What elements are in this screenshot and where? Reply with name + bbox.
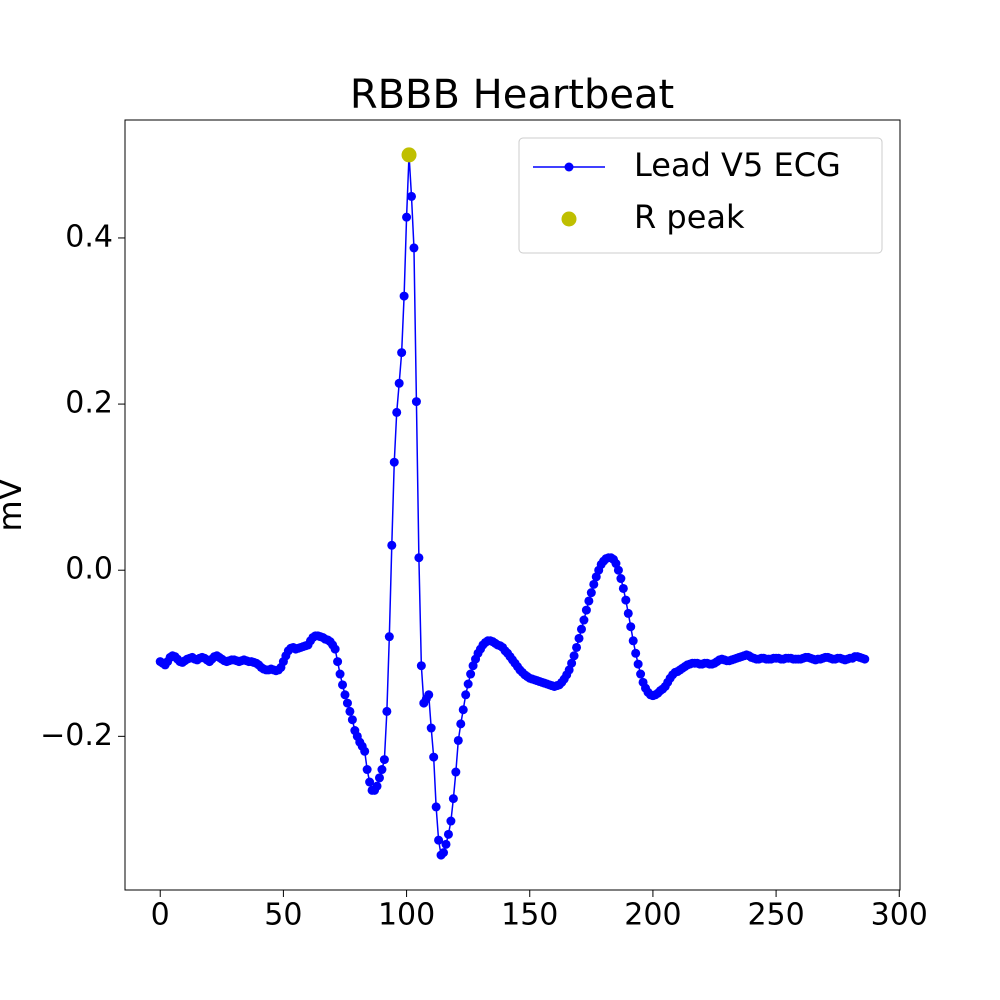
point	[586, 588, 596, 598]
point	[584, 596, 594, 606]
point	[576, 624, 586, 634]
point	[362, 765, 372, 775]
point	[446, 816, 456, 826]
point	[636, 669, 646, 679]
point	[374, 773, 384, 783]
point	[589, 579, 599, 589]
legend: Lead V5 ECG R peak	[518, 137, 883, 254]
point	[347, 715, 357, 725]
point	[441, 839, 451, 849]
point	[626, 622, 636, 632]
point	[382, 706, 392, 716]
point	[581, 605, 591, 615]
x-tick-label: 50	[264, 898, 302, 933]
point	[389, 457, 399, 467]
point	[377, 765, 387, 775]
x-tick-label: 0	[151, 898, 170, 933]
point	[431, 802, 441, 812]
point	[365, 777, 375, 787]
y-axis-label: mV	[0, 478, 29, 531]
legend-marker	[564, 162, 574, 172]
x-tick-label: 300	[871, 898, 928, 933]
line	[159, 154, 866, 857]
point	[451, 767, 461, 777]
point	[416, 661, 426, 671]
point	[628, 636, 638, 646]
point	[567, 658, 577, 668]
point	[372, 781, 382, 791]
legend-label: Lead V5 ECG	[634, 146, 841, 184]
x-tick-label: 150	[501, 898, 558, 933]
point	[461, 690, 471, 700]
point	[333, 657, 343, 667]
point	[345, 706, 355, 716]
point	[613, 565, 623, 575]
point	[340, 690, 350, 700]
point	[621, 595, 631, 605]
point	[379, 755, 389, 765]
y-tick-label: −0.2	[40, 718, 113, 753]
legend-label: R peak	[634, 198, 745, 236]
point	[414, 553, 424, 563]
point	[335, 669, 345, 679]
series	[155, 150, 870, 860]
point	[401, 147, 417, 163]
legend-marker	[561, 211, 577, 227]
point	[330, 644, 340, 654]
point	[424, 690, 434, 700]
point	[443, 829, 453, 839]
point	[572, 642, 582, 652]
legend-box	[518, 137, 883, 254]
point	[411, 397, 421, 407]
plot-frame	[124, 119, 901, 891]
point	[618, 583, 628, 593]
point	[569, 651, 579, 661]
point	[860, 654, 870, 664]
x-tick-label: 250	[747, 898, 804, 933]
y-tick-label: 0.4	[65, 219, 113, 254]
point	[384, 632, 394, 642]
point	[631, 648, 641, 658]
point	[616, 574, 626, 584]
point	[342, 698, 352, 708]
point	[466, 669, 476, 679]
point	[458, 705, 468, 715]
point	[426, 723, 436, 733]
point	[448, 794, 458, 804]
point	[338, 680, 348, 690]
point	[623, 608, 633, 618]
point	[463, 679, 473, 689]
point	[439, 848, 449, 858]
chart-title: RBBB Heartbeat	[350, 72, 674, 118]
point	[574, 633, 584, 643]
y-tick-label: 0.2	[65, 386, 113, 421]
point	[397, 348, 407, 358]
point	[409, 243, 419, 253]
x-tick-label: 100	[378, 898, 435, 933]
point	[406, 191, 416, 201]
x-tick-label: 200	[624, 898, 681, 933]
point	[392, 407, 402, 417]
series	[401, 147, 417, 163]
point	[360, 746, 370, 756]
point	[387, 540, 397, 550]
point	[579, 615, 589, 625]
point	[429, 752, 439, 762]
point	[456, 719, 466, 729]
point	[453, 735, 463, 745]
point	[633, 659, 643, 669]
y-tick-label: 0.0	[65, 552, 113, 587]
point	[402, 212, 412, 222]
point	[394, 378, 404, 388]
point	[434, 835, 444, 845]
point	[399, 291, 409, 301]
